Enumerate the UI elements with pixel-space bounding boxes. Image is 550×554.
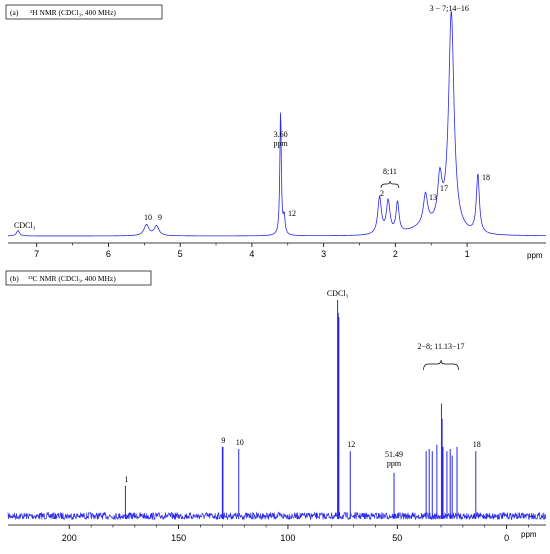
c-nmr-tick-label: 200 (62, 533, 77, 543)
c-nmr-peak-label: 51.49 ppm (385, 450, 403, 468)
c-nmr-peak-label: 12 (347, 440, 355, 449)
h-nmr-x-axis: 7 6 5 4 3 2 1 (8, 242, 546, 259)
c-nmr-peak-label: 18 (473, 440, 481, 449)
h-nmr-tick-label: 7 (34, 249, 39, 259)
h-nmr-tick-label: 6 (106, 249, 111, 259)
panel-b-title: ¹³C NMR (CDCl₃, 400 MHz) (28, 274, 116, 283)
c-nmr-peak-labels: 1 9 10 CDCl₃ 12 51.49 ppm 18 2−8; 11.13−17 (124, 289, 480, 484)
h-nmr-peak-label: 3.60 ppm (273, 130, 288, 148)
c-nmr-tick-label: 100 (280, 533, 295, 543)
h-nmr-tick-label: 1 (465, 249, 470, 259)
h-nmr-peak-label: 13 (429, 193, 437, 202)
h-nmr-peak-label: 17 (440, 184, 448, 193)
h-nmr-peak-label: CDCl₃ (14, 221, 36, 230)
c-nmr-peak-label: 10 (236, 438, 244, 447)
h-nmr-tick-label: 2 (393, 249, 398, 259)
h-nmr-tick-label: 5 (178, 249, 183, 259)
c-nmr-spectrum (7, 300, 547, 521)
c-nmr-tick-label: 0 (504, 533, 509, 543)
c-nmr-tick-label: 50 (392, 533, 402, 543)
h-nmr-panel: (a) ¹H NMR (CDCl₃, 400 MHz) 7 6 5 4 3 2 1 CDCl… (5, 4, 546, 260)
h-nmr-peak-label: 18 (482, 173, 490, 182)
c-nmr-axis-unit: ppm (521, 530, 537, 539)
h-nmr-tick-label: 3 (321, 249, 326, 259)
h-nmr-tick-label: 4 (249, 249, 254, 259)
panel-b-label: (b) (10, 274, 19, 283)
h-nmr-spectrum (7, 11, 546, 237)
panel-a-label: (a) (10, 8, 19, 17)
h-nmr-peak-label: 10 (144, 213, 152, 222)
h-nmr-peak-label: 9 (158, 213, 162, 222)
panel-b-title-box (5, 270, 152, 286)
h-nmr-bracket-label: 8;11 (383, 167, 397, 176)
c-nmr-bracket (423, 359, 459, 371)
h-nmr-peak-label: 12 (288, 209, 296, 218)
c-nmr-peak-label: 1 (124, 475, 128, 484)
h-nmr-axis-unit: ppm (527, 251, 543, 260)
c-nmr-baseline-noise (7, 511, 547, 521)
panel-a-title: ¹H NMR (CDCl₃, 400 MHz) (30, 8, 116, 17)
h-nmr-peak-label: 2 (380, 189, 384, 198)
c-nmr-bracket-label: 2−8; 11.13−17 (418, 342, 465, 351)
c-nmr-peak-label: CDCl₃ (327, 289, 349, 298)
h-nmr-trace (7, 11, 546, 237)
h-nmr-bracket (380, 180, 400, 189)
c-nmr-x-axis: 200 150 100 50 0 (8, 524, 546, 543)
c-nmr-panel: (b) ¹³C NMR (CDCl₃, 400 MHz) 200 150 100 50… (5, 270, 547, 543)
panel-a-title-box (5, 4, 163, 20)
c-nmr-tick-label: 150 (171, 533, 186, 543)
h-nmr-peak-label: 3 − 7;14−16 (430, 4, 469, 13)
c-nmr-peak-label: 9 (221, 436, 225, 445)
